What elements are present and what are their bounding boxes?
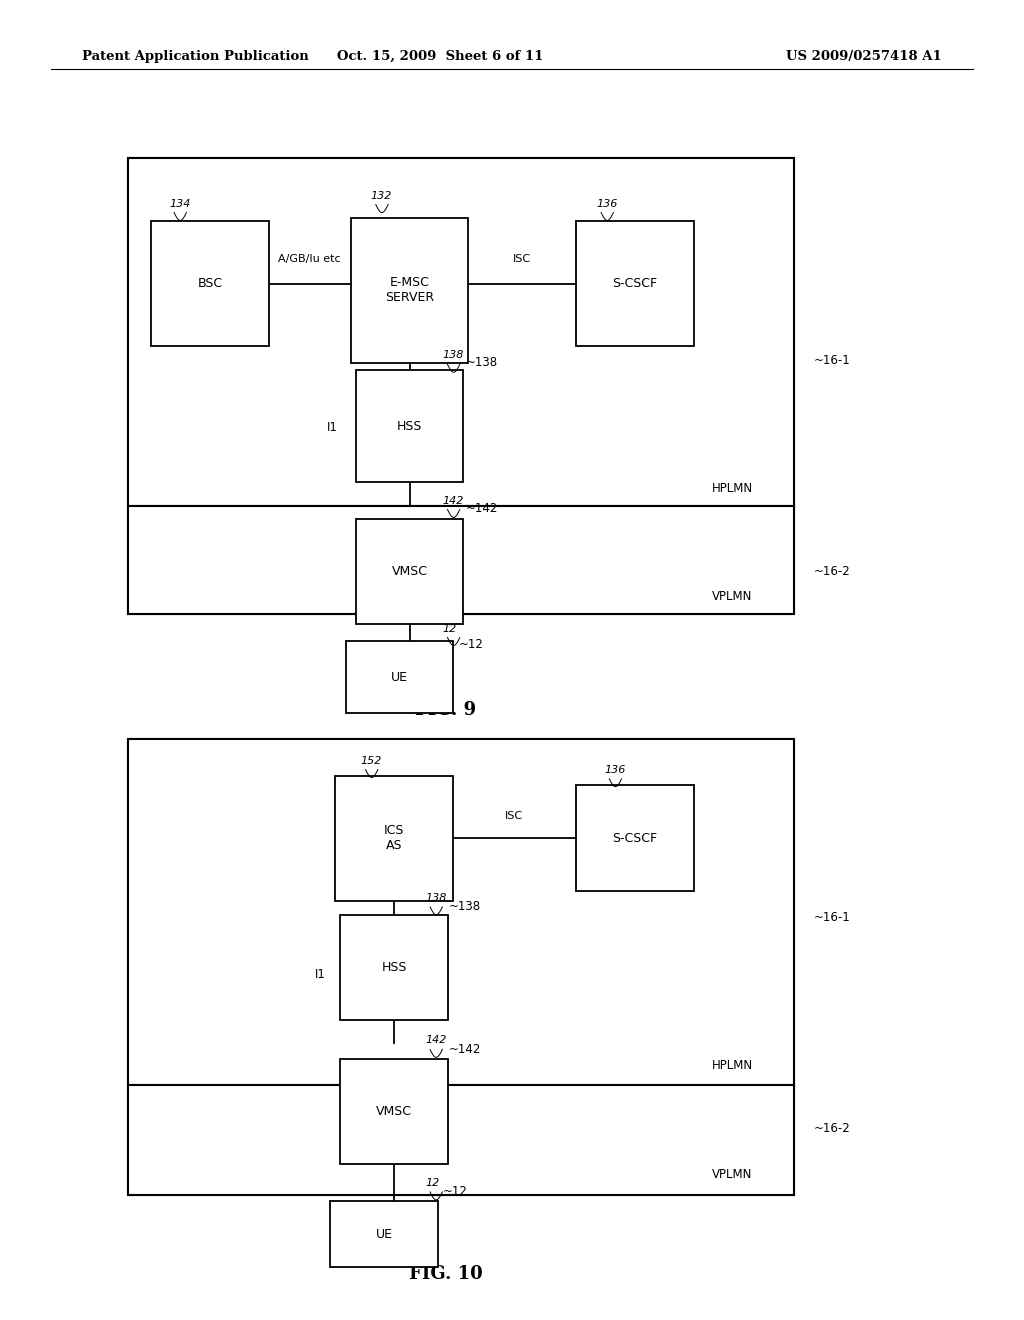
Text: ~142: ~142 [466,502,499,515]
Text: 142: 142 [425,1035,446,1045]
Text: I1: I1 [327,421,338,434]
Text: 136: 136 [604,764,626,775]
Text: Patent Application Publication: Patent Application Publication [82,50,308,63]
Bar [340,915,449,1020]
Text: A/GB/Iu etc: A/GB/Iu etc [278,253,341,264]
Text: 152: 152 [360,755,382,766]
Text: HSS: HSS [397,420,422,433]
Bar [575,220,694,346]
Bar [128,1085,794,1195]
Text: ~16-1: ~16-1 [814,354,851,367]
Text: S-CSCF: S-CSCF [612,832,657,845]
Text: UE: UE [376,1228,392,1241]
Text: S-CSCF: S-CSCF [612,277,657,290]
Text: HPLMN: HPLMN [712,482,753,495]
Text: HSS: HSS [382,961,407,974]
Bar [575,785,694,891]
Text: 134: 134 [169,198,190,209]
Text: ~12: ~12 [459,638,483,651]
Bar [356,370,463,482]
Text: 12: 12 [425,1177,439,1188]
Text: VPLMN: VPLMN [713,590,753,603]
Text: FIG. 10: FIG. 10 [409,1265,482,1283]
Text: ~138: ~138 [449,900,480,913]
Text: 12: 12 [442,623,457,634]
Text: 138: 138 [442,350,464,360]
Text: VMSC: VMSC [376,1105,413,1118]
Text: ~16-2: ~16-2 [814,1122,851,1135]
Text: ~138: ~138 [466,356,498,370]
Text: I1: I1 [314,968,326,981]
Bar [340,1059,449,1164]
Bar [350,218,469,363]
Bar [128,158,794,506]
Text: US 2009/0257418 A1: US 2009/0257418 A1 [786,50,942,63]
Text: ~12: ~12 [442,1185,467,1199]
Bar [128,739,794,1085]
Bar [346,642,453,713]
Bar [128,739,794,1195]
Text: 138: 138 [425,892,446,903]
Bar [336,776,453,900]
Bar [330,1201,438,1267]
Text: FIG. 9: FIG. 9 [415,701,476,719]
Text: Oct. 15, 2009  Sheet 6 of 11: Oct. 15, 2009 Sheet 6 of 11 [337,50,544,63]
Text: VPLMN: VPLMN [713,1168,753,1181]
Text: UE: UE [391,671,408,684]
Text: ~16-2: ~16-2 [814,565,851,578]
Text: ISC: ISC [513,253,531,264]
Text: 142: 142 [442,495,464,506]
Bar [128,506,794,614]
Text: ICS
AS: ICS AS [384,824,404,853]
Text: ~142: ~142 [449,1043,481,1056]
Text: VMSC: VMSC [391,565,428,578]
Bar [152,220,268,346]
Text: HPLMN: HPLMN [712,1059,753,1072]
Bar [128,158,794,614]
Text: 132: 132 [371,190,392,201]
Bar [356,519,463,624]
Text: BSC: BSC [198,277,222,290]
Text: ~16-1: ~16-1 [814,911,851,924]
Text: E-MSC
SERVER: E-MSC SERVER [385,276,434,305]
Text: ISC: ISC [505,810,523,821]
Text: 136: 136 [596,198,617,209]
